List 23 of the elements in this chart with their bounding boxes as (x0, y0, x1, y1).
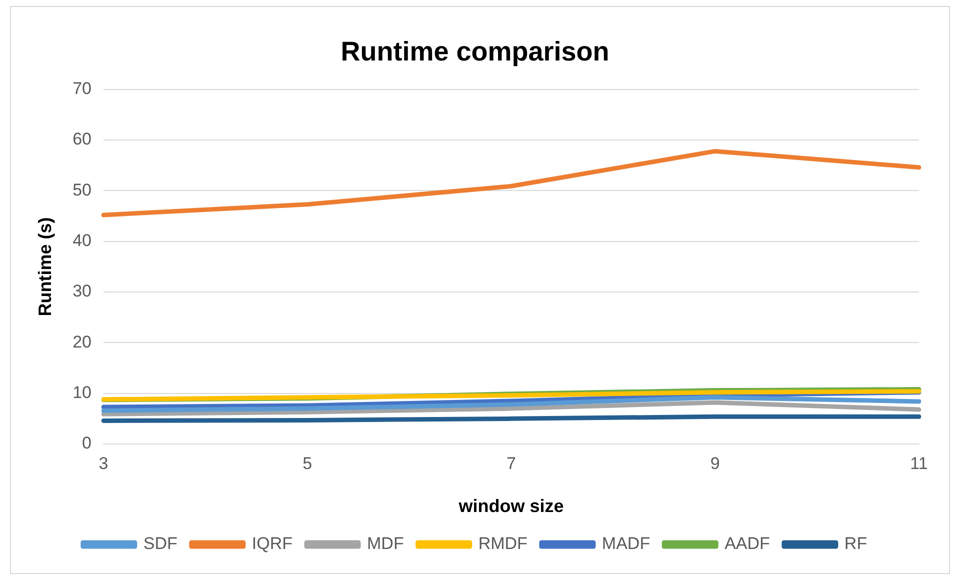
legend-label: AADF (724, 534, 770, 554)
legend-label: IQRF (252, 534, 293, 554)
legend-label: SDF (143, 534, 178, 554)
legend-label: RF (844, 534, 868, 554)
legend-label: MADF (602, 534, 650, 554)
y-tick-label: 30 (72, 282, 92, 301)
y-tick-label: 0 (82, 434, 92, 453)
x-tick-label: 9 (710, 454, 720, 473)
y-tick-label: 10 (72, 383, 92, 402)
chart-title: Runtime comparison (340, 36, 610, 67)
legend-label: RMDF (478, 534, 528, 554)
y-tick-label: 20 (72, 332, 92, 352)
x-axis-title: window size (458, 496, 564, 516)
y-tick-label: 60 (72, 130, 92, 149)
y-axis-title: Runtime (s) (34, 217, 55, 316)
y-tick-label: 40 (72, 231, 92, 250)
legend-label: MDF (367, 534, 404, 554)
y-tick-label: 70 (72, 79, 92, 98)
y-tick-label: 50 (72, 180, 92, 200)
x-tick-label: 3 (98, 454, 108, 473)
x-tick-label: 7 (506, 454, 516, 473)
x-tick-label: 5 (302, 454, 312, 473)
x-tick-label: 11 (910, 454, 928, 473)
